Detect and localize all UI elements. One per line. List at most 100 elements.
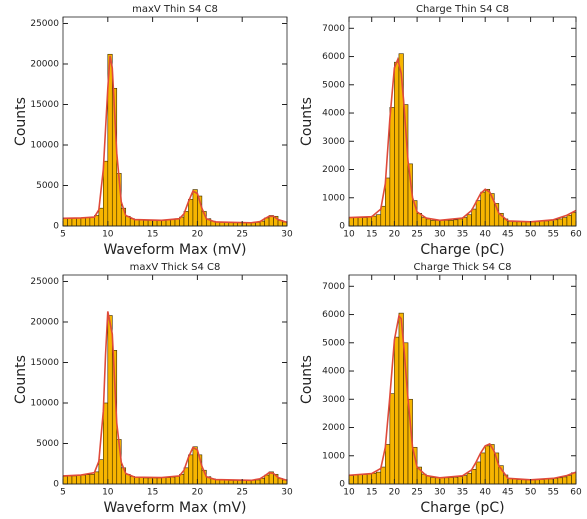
fit-line [62, 311, 288, 482]
bar [107, 315, 113, 485]
bar [98, 207, 104, 227]
x-tick-label: 20 [192, 488, 204, 498]
bar [156, 220, 162, 227]
bar [228, 222, 234, 227]
bar [85, 217, 91, 227]
y-tick-label: 5000 [322, 80, 345, 90]
y-tick-label: 3000 [322, 395, 345, 405]
bar [366, 473, 373, 485]
y-tick-label: 0 [339, 480, 345, 490]
bar [103, 402, 109, 485]
bar [152, 477, 158, 485]
bar [434, 477, 441, 485]
bar [448, 220, 454, 227]
bar [174, 476, 180, 485]
bar [188, 454, 194, 485]
bar [448, 477, 454, 485]
bar [539, 479, 545, 485]
bar [480, 191, 486, 227]
bar [228, 480, 234, 485]
x-axis-label: Waveform Max (mV) [103, 242, 246, 258]
x-tick-label: 45 [502, 488, 513, 498]
bar [134, 219, 140, 227]
x-tick-label: 15 [147, 230, 158, 240]
bar [480, 452, 486, 485]
x-tick-label: 20 [192, 230, 204, 240]
bar [444, 220, 450, 227]
bar [466, 472, 472, 485]
y-tick-label: 1000 [322, 451, 345, 461]
bar [534, 479, 540, 485]
bar [192, 446, 198, 485]
bar [348, 217, 354, 227]
bar [543, 220, 550, 227]
bar [143, 220, 149, 227]
bar [471, 208, 477, 227]
bar [80, 474, 86, 485]
x-tick-label: 60 [570, 488, 582, 498]
plot-frame [348, 274, 577, 485]
x-tick-label: 10 [102, 230, 114, 240]
x-tick-label: 45 [502, 230, 513, 240]
y-axis-label: Counts [299, 355, 315, 404]
bar [434, 220, 441, 227]
bar [98, 459, 104, 485]
x-tick-label: 30 [434, 488, 446, 498]
bar [161, 220, 167, 227]
bar [552, 219, 559, 227]
y-tick-label: 0 [53, 480, 59, 490]
bar [394, 61, 400, 227]
bar [548, 220, 554, 227]
fit-line [348, 314, 577, 481]
x-tick-label: 15 [366, 230, 377, 240]
y-tick-label: 5000 [36, 439, 59, 449]
bar [219, 479, 225, 485]
bar [389, 107, 395, 227]
x-tick-label: 30 [281, 230, 293, 240]
x-tick-label: 10 [343, 230, 355, 240]
x-tick-label: 40 [479, 230, 491, 240]
bar [516, 221, 522, 227]
plot-frame [62, 274, 288, 485]
bar [76, 475, 82, 485]
y-tick-label: 25000 [30, 277, 59, 287]
bar [562, 217, 568, 227]
bar [67, 218, 73, 227]
bar [425, 475, 432, 485]
y-tick-label: 2000 [322, 165, 345, 175]
x-tick-label: 20 [389, 230, 401, 240]
x-tick-label: 25 [236, 230, 247, 240]
bar [512, 221, 518, 227]
chart-title: Charge Thick S4 C8 [414, 262, 512, 273]
bar [143, 477, 149, 485]
bar [134, 476, 140, 485]
bar [161, 477, 167, 485]
y-tick-label: 15000 [30, 100, 59, 110]
y-tick-label: 6000 [322, 310, 345, 320]
bar [366, 216, 373, 227]
y-axis-label: Counts [13, 97, 29, 146]
bar [348, 475, 354, 485]
bar [255, 222, 261, 227]
bar [571, 212, 577, 227]
x-tick-label: 5 [60, 230, 66, 240]
bar [223, 479, 230, 485]
y-tick-label: 20000 [30, 317, 59, 327]
bar [462, 475, 468, 485]
fit-line [62, 55, 288, 224]
bar [85, 474, 91, 485]
bar [138, 219, 144, 227]
bar [475, 200, 481, 227]
x-axis-label: Charge (pC) [420, 242, 504, 258]
bar [471, 469, 477, 485]
bar [512, 478, 518, 485]
x-tick-label: 35 [457, 488, 468, 498]
bar [439, 477, 445, 485]
y-tick-label: 3000 [322, 137, 345, 147]
y-axis-label: Counts [299, 97, 315, 146]
bar [357, 217, 363, 227]
bar [170, 476, 176, 485]
y-tick-label: 5000 [36, 181, 59, 191]
bar [421, 217, 427, 227]
bar [430, 477, 436, 485]
